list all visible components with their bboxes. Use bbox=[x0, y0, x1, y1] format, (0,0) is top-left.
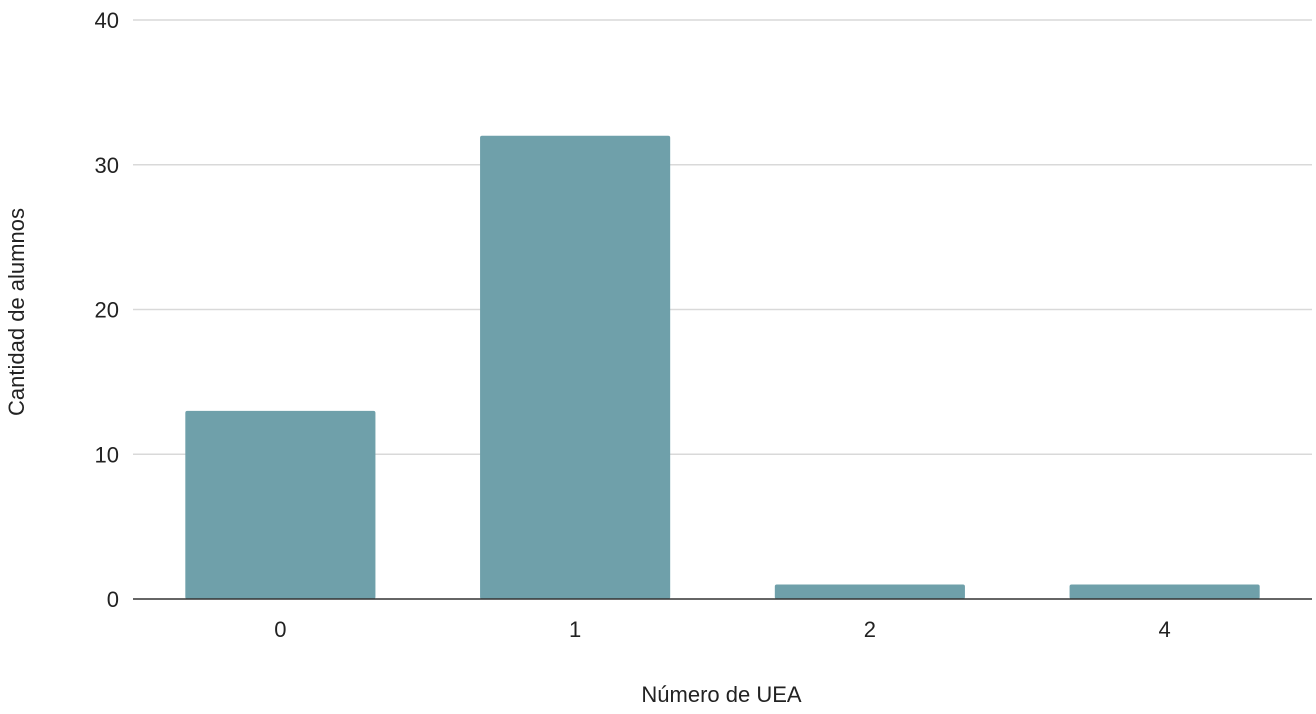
y-axis-ticks: 0 10 20 30 40 bbox=[95, 8, 119, 612]
bar bbox=[185, 410, 376, 599]
y-tick-label: 30 bbox=[95, 153, 119, 178]
x-tick-label: 1 bbox=[569, 617, 581, 642]
y-tick-label: 40 bbox=[95, 8, 119, 33]
x-axis-ticks: 0 1 2 4 bbox=[274, 617, 1171, 642]
bar bbox=[774, 584, 965, 599]
x-axis-title: Número de UEA bbox=[641, 682, 802, 707]
y-tick-label: 10 bbox=[95, 442, 119, 467]
x-tick-label: 0 bbox=[274, 617, 286, 642]
y-tick-label: 20 bbox=[95, 298, 119, 323]
x-tick-label: 2 bbox=[864, 617, 876, 642]
x-tick-label: 4 bbox=[1159, 617, 1171, 642]
y-axis-title: Cantidad de alumnos bbox=[4, 208, 29, 416]
y-tick-label: 0 bbox=[107, 587, 119, 612]
bar bbox=[1069, 584, 1260, 599]
bars bbox=[185, 135, 1260, 600]
gridlines bbox=[133, 19, 1312, 455]
bar bbox=[480, 135, 671, 600]
